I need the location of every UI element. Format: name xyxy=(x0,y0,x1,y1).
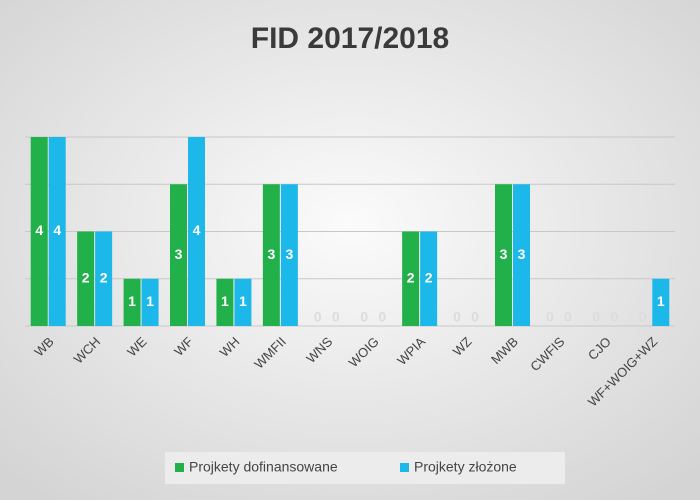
bar xyxy=(280,184,298,326)
legend-marker xyxy=(400,463,409,472)
bar xyxy=(170,184,187,326)
bar xyxy=(402,231,420,326)
bar xyxy=(216,278,234,326)
legend-marker xyxy=(175,463,184,472)
bar xyxy=(95,231,113,326)
value-label: 2 xyxy=(425,269,433,285)
value-label: 0 xyxy=(471,309,479,325)
bar xyxy=(188,137,205,326)
value-label: 1 xyxy=(239,293,247,309)
value-label: 0 xyxy=(564,309,572,325)
bar xyxy=(77,231,95,326)
bar xyxy=(420,231,438,326)
value-label: 4 xyxy=(193,222,201,238)
legend-label: Projkety dofinansowane xyxy=(189,459,338,475)
bar xyxy=(48,137,66,326)
value-label: 0 xyxy=(639,309,647,325)
value-label: 1 xyxy=(146,293,154,309)
bar xyxy=(513,184,530,326)
value-label: 4 xyxy=(53,222,61,238)
legend-label: Projkety złożone xyxy=(414,459,517,475)
bar xyxy=(652,278,670,326)
value-label: 1 xyxy=(221,293,229,309)
bar xyxy=(495,184,512,326)
value-label: 3 xyxy=(267,246,275,262)
value-label: 0 xyxy=(360,309,368,325)
value-label: 0 xyxy=(592,309,600,325)
value-label: 2 xyxy=(407,269,415,285)
value-label: 1 xyxy=(657,293,665,309)
value-label: 1 xyxy=(128,293,136,309)
value-label: 3 xyxy=(175,246,183,262)
bar xyxy=(234,278,252,326)
value-label: 4 xyxy=(35,222,43,238)
chart-title: FID 2017/2018 xyxy=(251,22,449,55)
legend-box xyxy=(165,452,565,484)
value-label: 2 xyxy=(82,269,90,285)
value-label: 0 xyxy=(546,309,554,325)
value-label: 3 xyxy=(500,246,508,262)
value-label: 0 xyxy=(378,309,386,325)
bar xyxy=(262,184,280,326)
value-label: 0 xyxy=(314,309,322,325)
value-label: 0 xyxy=(610,309,618,325)
value-label: 2 xyxy=(100,269,108,285)
bar xyxy=(123,278,141,326)
value-label: 3 xyxy=(518,246,526,262)
bar xyxy=(141,278,159,326)
value-label: 0 xyxy=(453,309,461,325)
bar xyxy=(30,137,48,326)
value-label: 0 xyxy=(332,309,340,325)
value-label: 3 xyxy=(285,246,293,262)
